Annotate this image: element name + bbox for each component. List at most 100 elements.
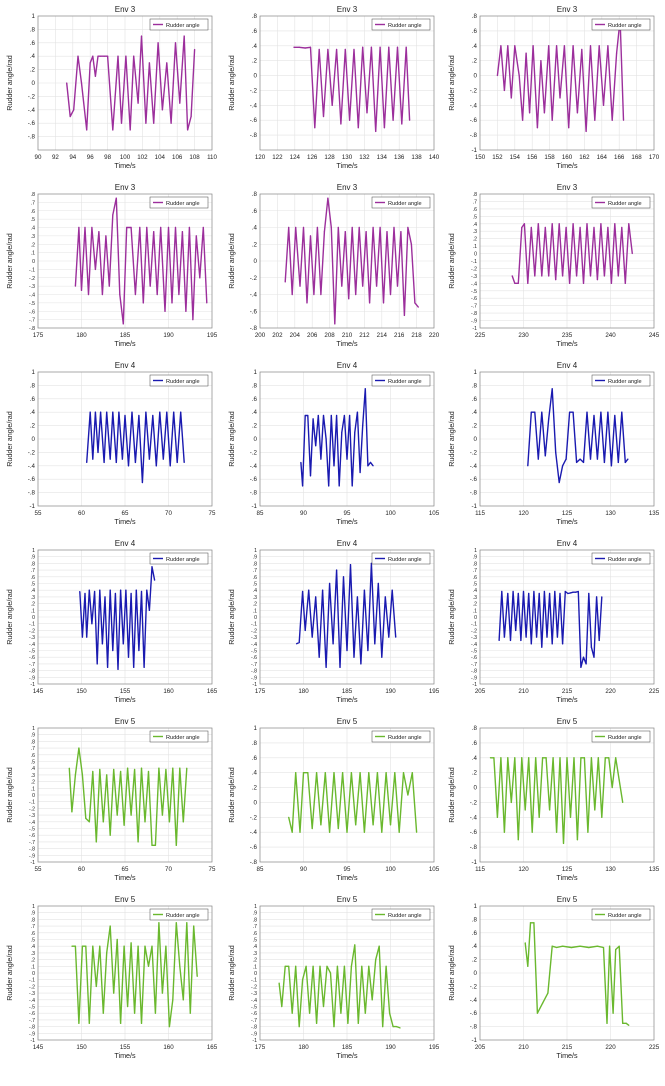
data-point — [164, 310, 166, 312]
x-tick-label: 65 — [122, 510, 129, 517]
x-tick-label: 185 — [120, 332, 131, 339]
y-tick-label: .2 — [31, 958, 35, 964]
data-point — [407, 794, 409, 796]
x-tick-label: 205 — [475, 1044, 486, 1051]
x-tick-label: 175 — [255, 688, 266, 695]
data-point — [365, 231, 367, 233]
data-point — [572, 411, 574, 413]
legend: Rudder angle — [149, 908, 209, 921]
chart-title: Env 4 — [557, 361, 578, 370]
x-tick-label: 218 — [411, 332, 422, 339]
data-point — [190, 115, 192, 118]
y-axis-label: Rudder angle/rad — [227, 55, 236, 111]
chart-title: Env 5 — [557, 895, 578, 904]
data-point — [385, 965, 387, 967]
series-line — [68, 747, 188, 847]
data-point — [527, 965, 529, 967]
y-tick-label: .1 — [31, 608, 35, 614]
y-axis-label: Rudder angle/rad — [227, 233, 236, 289]
data-point — [514, 757, 516, 759]
y-axis-label: Rudder angle/rad — [5, 589, 14, 645]
data-point — [601, 816, 603, 818]
data-point — [195, 235, 197, 237]
y-tick-label: .4 — [472, 409, 478, 416]
x-tick-label: 210 — [518, 1044, 529, 1051]
y-tick-label: -.5 — [29, 301, 35, 307]
data-point — [316, 226, 319, 229]
x-tick-label: 175 — [33, 332, 44, 339]
y-tick-label: -1 — [30, 860, 35, 866]
y-tick-label: .3 — [473, 229, 477, 235]
data-point — [500, 45, 502, 47]
data-point — [346, 831, 348, 833]
data-point — [359, 772, 361, 774]
y-tick-label: -.6 — [250, 476, 258, 483]
data-point — [135, 589, 137, 591]
data-point — [333, 772, 335, 774]
data-point — [288, 816, 290, 818]
data-point — [566, 757, 568, 759]
y-tick-label: -.8 — [470, 132, 478, 139]
data-point — [414, 302, 416, 304]
y-tick-label: 1 — [474, 369, 478, 376]
y-tick-label: 1 — [32, 369, 36, 376]
y-tick-label: .4 — [31, 944, 35, 950]
y-tick-label: .2 — [252, 241, 258, 248]
x-tick-label: 212 — [359, 332, 370, 339]
x-tick-label: 105 — [429, 866, 440, 873]
data-point — [315, 772, 318, 774]
y-tick-label: -.4 — [470, 997, 478, 1004]
data-point — [568, 127, 570, 129]
data-point — [171, 302, 173, 304]
data-point — [81, 636, 83, 638]
data-point — [89, 411, 91, 413]
data-point — [546, 636, 548, 638]
data-point — [563, 45, 565, 47]
y-tick-label: -.8 — [251, 1025, 257, 1031]
data-point — [320, 458, 322, 460]
series-line — [71, 922, 198, 1028]
data-point — [169, 465, 171, 467]
data-point — [541, 411, 543, 413]
data-point — [521, 757, 523, 759]
data-point — [569, 282, 571, 284]
x-tick-label: 220 — [429, 332, 440, 339]
y-tick-label: .6 — [30, 40, 36, 47]
y-tick-label: .5 — [473, 214, 477, 220]
x-tick-label: 155 — [120, 1044, 131, 1051]
legend: Rudder angle — [149, 552, 209, 565]
data-point — [358, 226, 360, 229]
data-point — [538, 816, 540, 818]
data-point — [368, 965, 370, 967]
data-point — [360, 663, 362, 665]
data-point — [371, 999, 373, 1001]
plot-frame — [37, 193, 213, 329]
series-line — [86, 411, 185, 484]
y-tick-label: -.3 — [251, 635, 257, 641]
data-point — [151, 566, 153, 568]
y-axis-label: Rudder angle/rad — [5, 411, 14, 467]
y-tick-label: .2 — [31, 242, 35, 248]
data-point — [551, 388, 553, 390]
y-tick-label: .2 — [473, 602, 477, 608]
x-tick-label: 85 — [257, 866, 264, 873]
data-point — [609, 945, 611, 947]
data-point — [130, 814, 132, 816]
legend-label: Rudder angle — [388, 913, 422, 919]
y-tick-label: .4 — [30, 53, 36, 60]
data-point — [547, 992, 549, 994]
x-tick-label: 96 — [87, 154, 94, 161]
x-tick-label: 55 — [35, 866, 42, 873]
series-line — [278, 944, 401, 1029]
data-point — [615, 948, 617, 951]
y-tick-label: .8 — [472, 382, 478, 389]
chart-panel: -1 -.8 -.6 -.4 -.2 0 .2 .4 .6 .8 1 85 90 95 100 105 Env … — [226, 358, 442, 536]
data-point — [362, 46, 364, 48]
data-point — [74, 945, 77, 947]
x-axis-label: Time/s — [336, 517, 358, 526]
x-tick-label: 195 — [429, 1044, 440, 1051]
data-point — [372, 465, 374, 467]
x-tick-label: 125 — [562, 866, 573, 873]
data-point — [562, 842, 565, 844]
data-point — [95, 985, 97, 987]
